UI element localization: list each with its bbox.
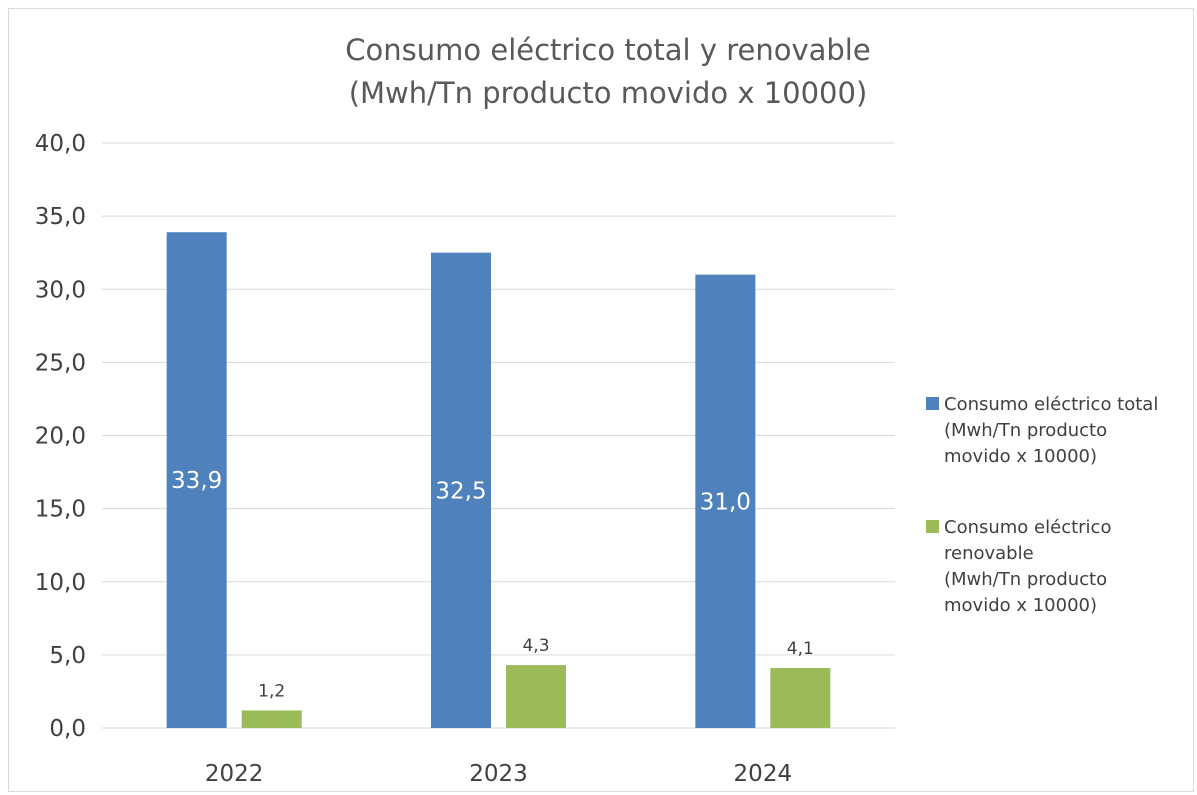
bars — [166, 232, 831, 728]
x-tick-label: 2023 — [469, 761, 528, 787]
data-label-2023-series-2: 4,3 — [522, 636, 549, 656]
chart-title-line-2: (Mwh/Tn producto movido x 10000) — [349, 76, 868, 110]
legend-swatch-series-2 — [926, 520, 939, 533]
legend-label-series-2: (Mwh/Tn producto — [944, 569, 1107, 590]
y-tick-label: 0,0 — [49, 716, 86, 742]
y-tick-label: 10,0 — [35, 570, 86, 596]
data-label-2024-series-2: 4,1 — [787, 639, 814, 659]
y-tick-label: 35,0 — [35, 204, 86, 230]
data-label-2022-series-1: 33,9 — [171, 468, 222, 494]
bar-2022-series-1 — [166, 232, 227, 728]
gridlines — [102, 142, 895, 729]
chart-title-line-1: Consumo eléctrico total y renovable — [345, 33, 870, 67]
bar-2022-series-2 — [241, 710, 302, 728]
bar-2023-series-1 — [431, 252, 491, 728]
y-tick-label: 20,0 — [35, 424, 86, 450]
y-tick-label: 30,0 — [35, 277, 86, 303]
y-tick-label: 25,0 — [35, 350, 86, 376]
data-label-2023-series-1: 32,5 — [435, 478, 486, 504]
data-label-2022-series-2: 1,2 — [258, 681, 285, 701]
x-axis-ticks: 2022 2023 2024 — [205, 761, 792, 787]
data-labels: 33,9 1,2 32,5 4,3 31,0 4,1 — [171, 468, 814, 701]
bar-2024-series-1 — [695, 274, 756, 728]
y-tick-label: 5,0 — [49, 643, 86, 669]
y-axis-ticks: 0,0 5,0 10,0 15,0 20,0 25,0 30,0 35,0 40,0 — [35, 131, 86, 742]
y-tick-label: 40,0 — [35, 131, 86, 157]
legend-label-series-1: movido x 10000) — [944, 446, 1097, 467]
legend-swatch-series-1 — [926, 397, 939, 410]
legend-label-series-1: Consumo eléctrico total — [944, 394, 1158, 415]
y-tick-label: 15,0 — [35, 497, 86, 523]
bar-2024-series-2 — [770, 668, 831, 728]
legend: Consumo eléctrico total (Mwh/Tn producto m… — [926, 394, 1158, 616]
legend-label-series-2: renovable — [944, 543, 1034, 564]
chart-title: Consumo eléctrico total y renovable (Mwh/… — [345, 33, 870, 110]
x-tick-label: 2022 — [205, 761, 264, 787]
data-label-2024-series-1: 31,0 — [700, 489, 751, 515]
legend-label-series-1: (Mwh/Tn producto — [944, 420, 1107, 441]
legend-label-series-2: Consumo eléctrico — [944, 517, 1111, 538]
bar-2023-series-2 — [506, 665, 566, 728]
x-tick-label: 2024 — [734, 761, 793, 787]
legend-label-series-2: movido x 10000) — [944, 595, 1097, 616]
